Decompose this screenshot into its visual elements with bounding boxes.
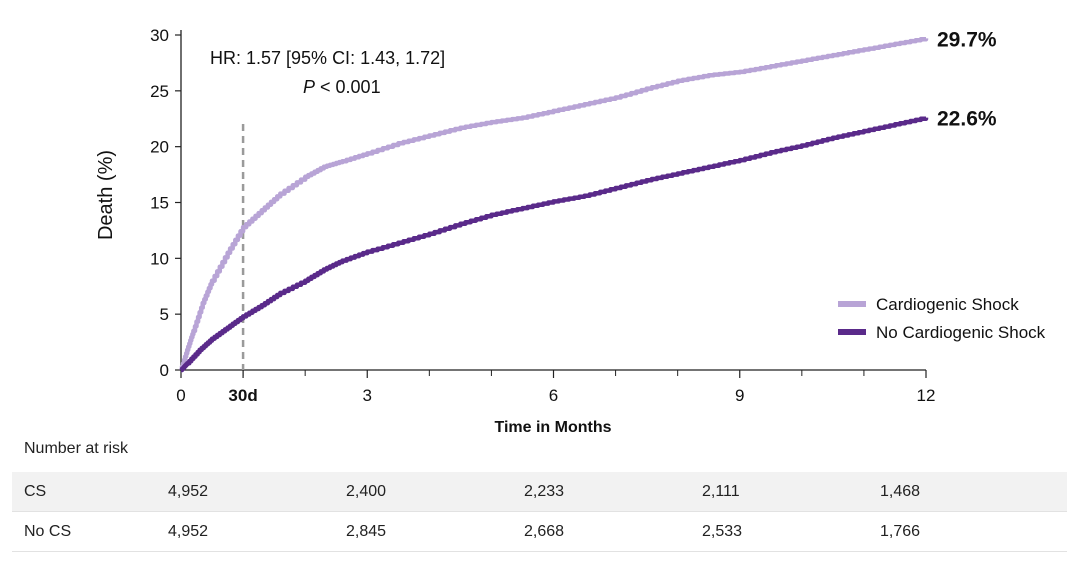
x-tick-label: 12 [917, 386, 936, 405]
x-axis-label: Time in Months [494, 419, 611, 436]
hazard-ratio-annotation: HR: 1.57 [95% CI: 1.43, 1.72] [210, 48, 445, 68]
risk-row-no-cs: No CS 4,952 2,845 2,668 2,533 1,766 [12, 511, 1067, 552]
end-value-label: 22.6% [937, 108, 997, 131]
y-tick-label: 15 [150, 194, 169, 213]
risk-cell: 1,766 [880, 511, 1067, 552]
x-tick-label: 3 [363, 386, 372, 405]
risk-row-label: CS [12, 472, 168, 512]
risk-cell: 2,233 [524, 472, 702, 512]
risk-cell: 2,668 [524, 511, 702, 552]
series-line-cardiogenic-shock [179, 37, 929, 373]
risk-cell: 1,468 [880, 472, 1067, 512]
risk-cell: 2,111 [702, 472, 880, 512]
x-tick-label: 9 [735, 386, 744, 405]
risk-cell: 2,845 [346, 511, 524, 552]
risk-row-label: No CS [12, 511, 168, 552]
y-tick-label: 0 [160, 361, 169, 380]
y-tick-label: 25 [150, 82, 169, 101]
y-tick-label: 5 [160, 305, 169, 324]
legend-label: No Cardiogenic Shock [876, 323, 1046, 342]
p-value-annotation: P < 0.001 [303, 77, 381, 97]
risk-table: CS 4,952 2,400 2,233 2,111 1,468 No CS 4… [12, 472, 1067, 552]
risk-cell: 2,533 [702, 511, 880, 552]
risk-cell: 4,952 [168, 472, 346, 512]
x-tick-label: 30d [228, 386, 257, 405]
y-tick-label: 10 [150, 249, 169, 268]
y-tick-label: 30 [150, 26, 169, 45]
series-line-no-cardiogenic-shock [179, 116, 929, 373]
x-tick-label: 0 [176, 386, 185, 405]
y-tick-label: 20 [150, 138, 169, 157]
y-axis-label: Death (%) [95, 150, 117, 240]
risk-table-title: Number at risk [24, 440, 129, 457]
risk-row-cs: CS 4,952 2,400 2,233 2,111 1,468 [12, 472, 1067, 512]
end-value-label: 29.7% [937, 28, 997, 51]
risk-cell: 2,400 [346, 472, 524, 512]
survival-chart: 0 5 10 15 20 25 30 0 30d 3 6 9 12 Time in Months Death… [95, 26, 1046, 436]
legend-label: Cardiogenic Shock [876, 295, 1019, 314]
x-tick-label: 6 [549, 386, 558, 405]
risk-cell: 4,952 [168, 511, 346, 552]
